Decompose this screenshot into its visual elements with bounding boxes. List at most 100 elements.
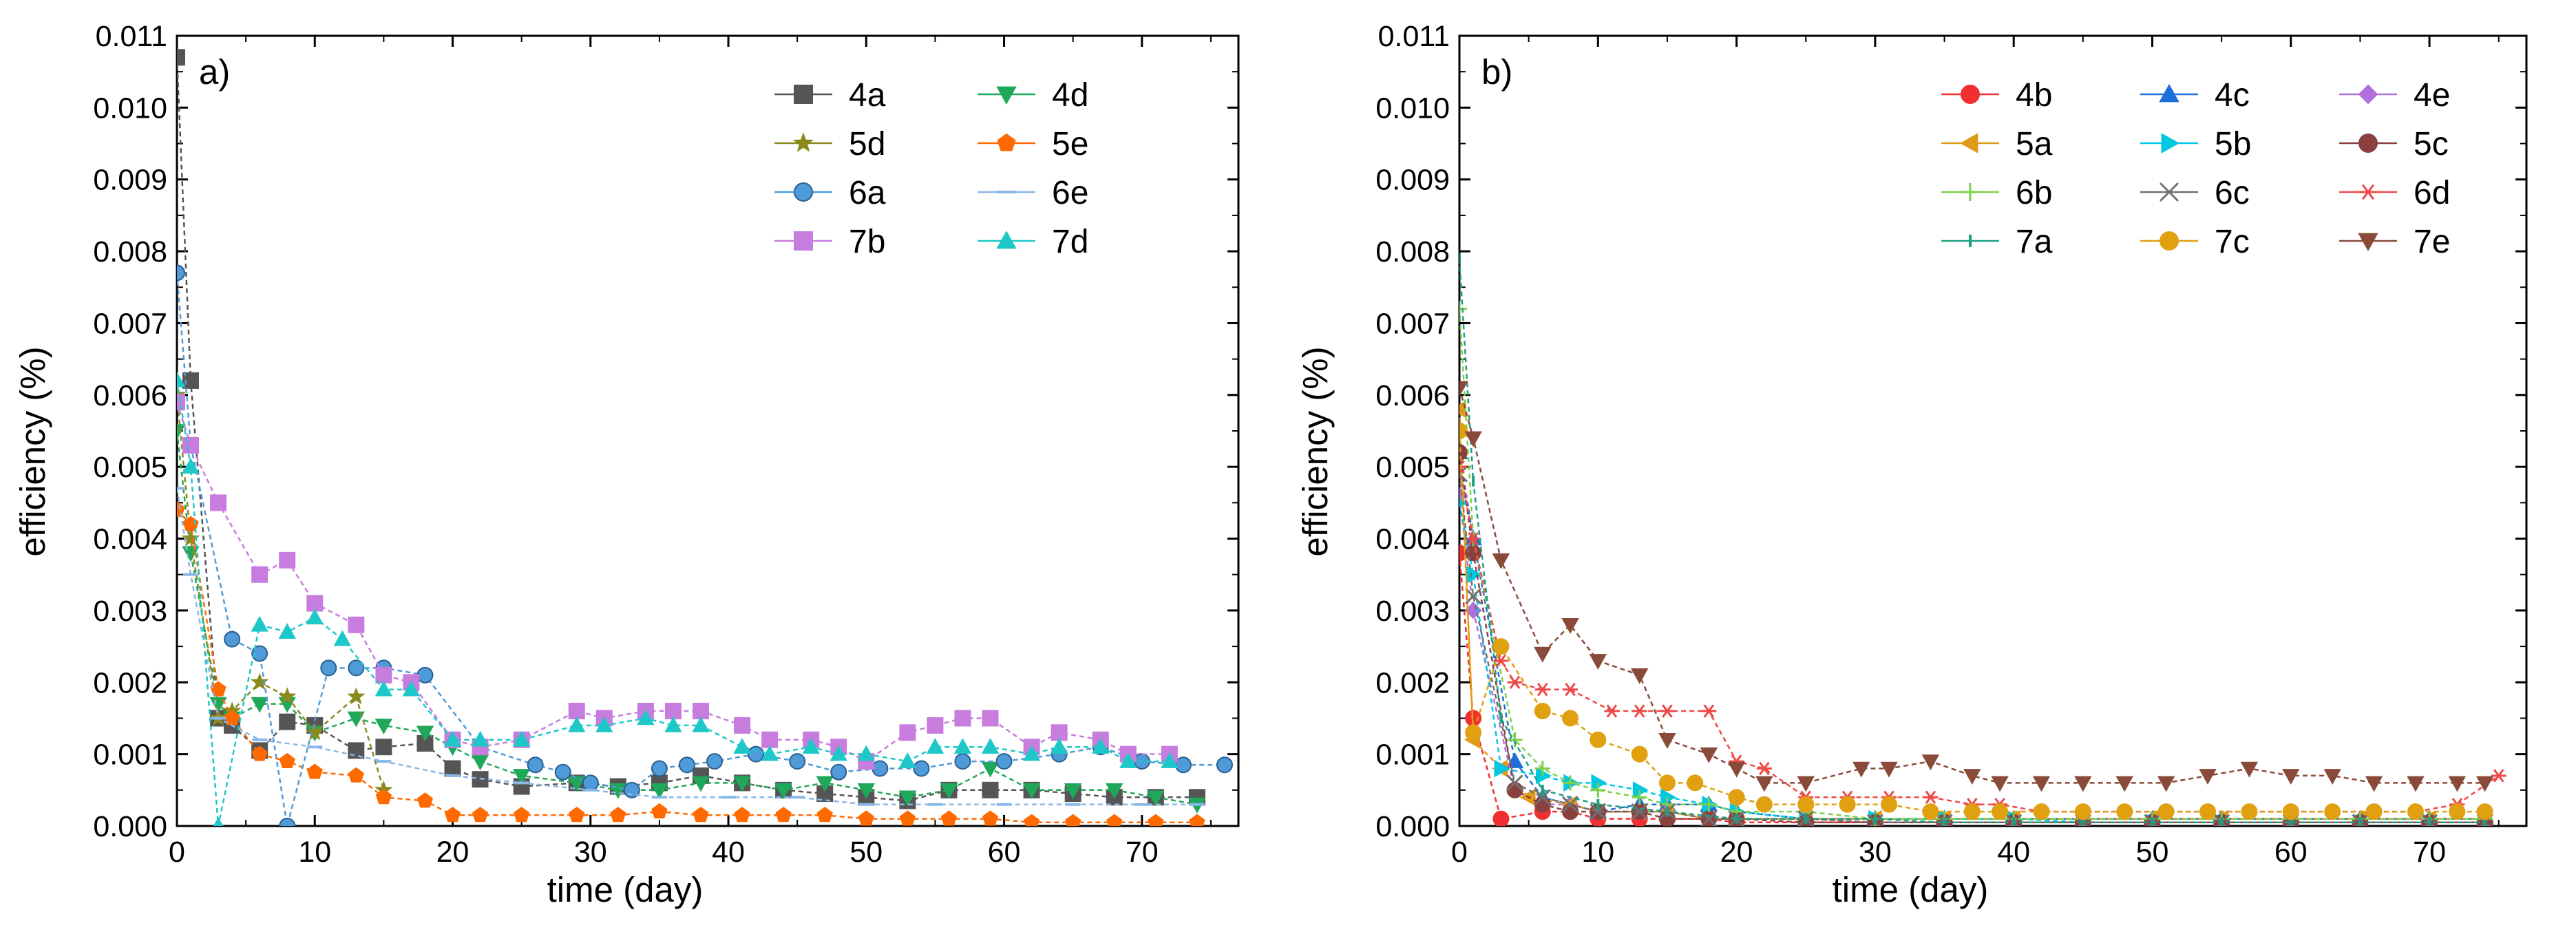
data-point-6a xyxy=(706,753,724,770)
data-point-7b xyxy=(954,710,971,727)
data-point-7e xyxy=(1797,776,1815,792)
series-4a xyxy=(177,49,1205,809)
data-point-5e xyxy=(610,807,626,823)
legend-label-6c: 6c xyxy=(2215,175,2250,211)
data-point-4d xyxy=(568,776,586,792)
data-point-7d xyxy=(512,730,531,747)
data-point-7d xyxy=(1092,738,1110,754)
legend-label-5c: 5c xyxy=(2414,126,2449,162)
data-point-6a xyxy=(1174,756,1192,774)
y-tick-label: 0.010 xyxy=(1375,92,1450,125)
data-point-7b xyxy=(927,717,944,734)
data-point-7b xyxy=(982,710,999,727)
series-7c xyxy=(1459,423,2493,820)
data-point-7e xyxy=(2115,776,2133,792)
data-point-7d xyxy=(830,745,847,761)
legend-marker-7e xyxy=(2358,233,2378,252)
data-point-5e xyxy=(734,807,750,823)
data-point-7b xyxy=(306,595,324,612)
data-point-6a xyxy=(872,760,889,777)
legend-label-6d: 6d xyxy=(2414,175,2450,211)
legend-marker-4a xyxy=(794,85,813,104)
data-point-6d xyxy=(2491,769,2506,783)
data-point-7e xyxy=(1459,381,1468,397)
y-tick-label: 0.005 xyxy=(93,451,167,484)
data-point-6a xyxy=(251,645,268,662)
x-tick-label: 40 xyxy=(712,836,745,869)
data-point-6c xyxy=(1534,789,1551,806)
data-point-7b xyxy=(664,703,682,720)
data-point-5e xyxy=(224,710,240,725)
data-point-5e xyxy=(444,807,461,823)
data-point-5e xyxy=(416,792,434,808)
data-point-5e xyxy=(858,810,874,826)
data-point-7b xyxy=(251,566,268,583)
data-point-5d xyxy=(306,723,324,741)
legend-label-4b: 4b xyxy=(2016,77,2052,114)
data-point-7d xyxy=(953,738,972,754)
data-point-7e xyxy=(1589,654,1607,670)
data-point-5d xyxy=(277,687,297,705)
data-point-4d xyxy=(898,790,917,807)
data-point-5c xyxy=(1459,444,1468,461)
data-point-7e xyxy=(2365,776,2383,792)
data-point-5e xyxy=(899,810,916,826)
y-tick-label: 0.006 xyxy=(93,379,167,412)
y-tick-label: 0.008 xyxy=(93,235,167,268)
legend: 4a 4d 5d 5e 6a 6e 7b 7d xyxy=(774,77,1088,260)
series-6d xyxy=(1459,460,2506,818)
legend-marker-5e xyxy=(997,133,1016,151)
data-point-5e xyxy=(982,810,999,826)
data-point-6a xyxy=(995,753,1013,770)
data-point-7e xyxy=(2323,769,2341,785)
legend: 4b 4c 4e 5a 5b 5c 6b 6c 6d 7a 7c 7e xyxy=(1941,77,2450,260)
data-point-7b xyxy=(279,551,296,569)
y-tick-label: 0.002 xyxy=(1375,666,1450,699)
series-4b xyxy=(1459,544,2493,826)
data-point-6a xyxy=(748,745,765,763)
data-point-6b xyxy=(1507,732,1523,748)
data-point-6c xyxy=(1700,810,1718,826)
y-tick-label: 0.011 xyxy=(96,20,167,53)
x-tick-label: 0 xyxy=(169,836,185,869)
data-point-6a xyxy=(651,760,668,777)
data-point-5b xyxy=(1494,759,1510,778)
legend-marker-6d xyxy=(2359,184,2377,200)
y-tick-label: 0.008 xyxy=(1375,235,1450,268)
legend-item-5a: 5a xyxy=(1941,126,2053,162)
data-point-7c xyxy=(1992,803,2009,820)
series-5e xyxy=(177,501,1205,826)
series-7d xyxy=(177,371,1179,826)
data-point-7d xyxy=(374,680,393,697)
data-point-5e xyxy=(1189,814,1205,826)
data-point-7c xyxy=(1881,796,1898,813)
data-point-7e xyxy=(1464,431,1482,447)
data-point-5e xyxy=(348,767,364,783)
data-point-7c xyxy=(1922,803,1939,820)
data-point-6a xyxy=(830,763,847,781)
data-point-7c xyxy=(2157,803,2175,820)
data-point-6d xyxy=(1563,683,1579,697)
data-point-7e xyxy=(1755,776,1773,792)
legend-label-5e: 5e xyxy=(1052,126,1088,162)
data-point-7d xyxy=(1161,752,1179,768)
data-point-6b xyxy=(1701,796,1717,812)
legend-label-5d: 5d xyxy=(849,126,885,162)
data-point-7d xyxy=(926,738,944,754)
data-point-7d xyxy=(182,458,200,474)
legend-label-6a: 6a xyxy=(849,175,886,211)
legend-label-7a: 7a xyxy=(2016,224,2053,260)
data-point-7c xyxy=(1755,796,1773,813)
legend-marker-4d xyxy=(996,86,1017,105)
legend-item-6c: 6c xyxy=(2140,175,2250,211)
legend-marker-5d xyxy=(792,132,814,152)
data-point-7c xyxy=(2033,803,2050,820)
data-point-4a xyxy=(982,781,999,798)
series-line-4d xyxy=(177,430,1198,805)
data-point-7c xyxy=(1687,774,1704,792)
y-axis-label: efficiency (%) xyxy=(13,346,52,556)
data-point-7e xyxy=(2448,776,2467,792)
data-point-7e xyxy=(2475,776,2494,792)
data-point-7e xyxy=(2157,776,2175,792)
data-point-7e xyxy=(1658,732,1676,749)
